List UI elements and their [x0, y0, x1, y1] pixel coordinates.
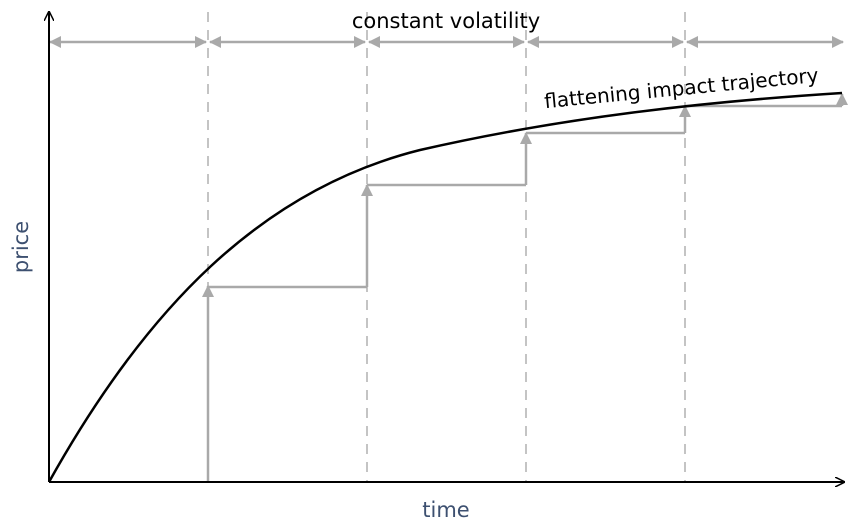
constant-volatility-label: constant volatility	[352, 9, 540, 33]
y-axis-label: price	[9, 221, 33, 273]
impact-trajectory-curve	[47, 91, 843, 483]
x-axis-label: time	[422, 498, 469, 522]
impact-staircase	[202, 93, 848, 482]
axes	[49, 12, 844, 482]
